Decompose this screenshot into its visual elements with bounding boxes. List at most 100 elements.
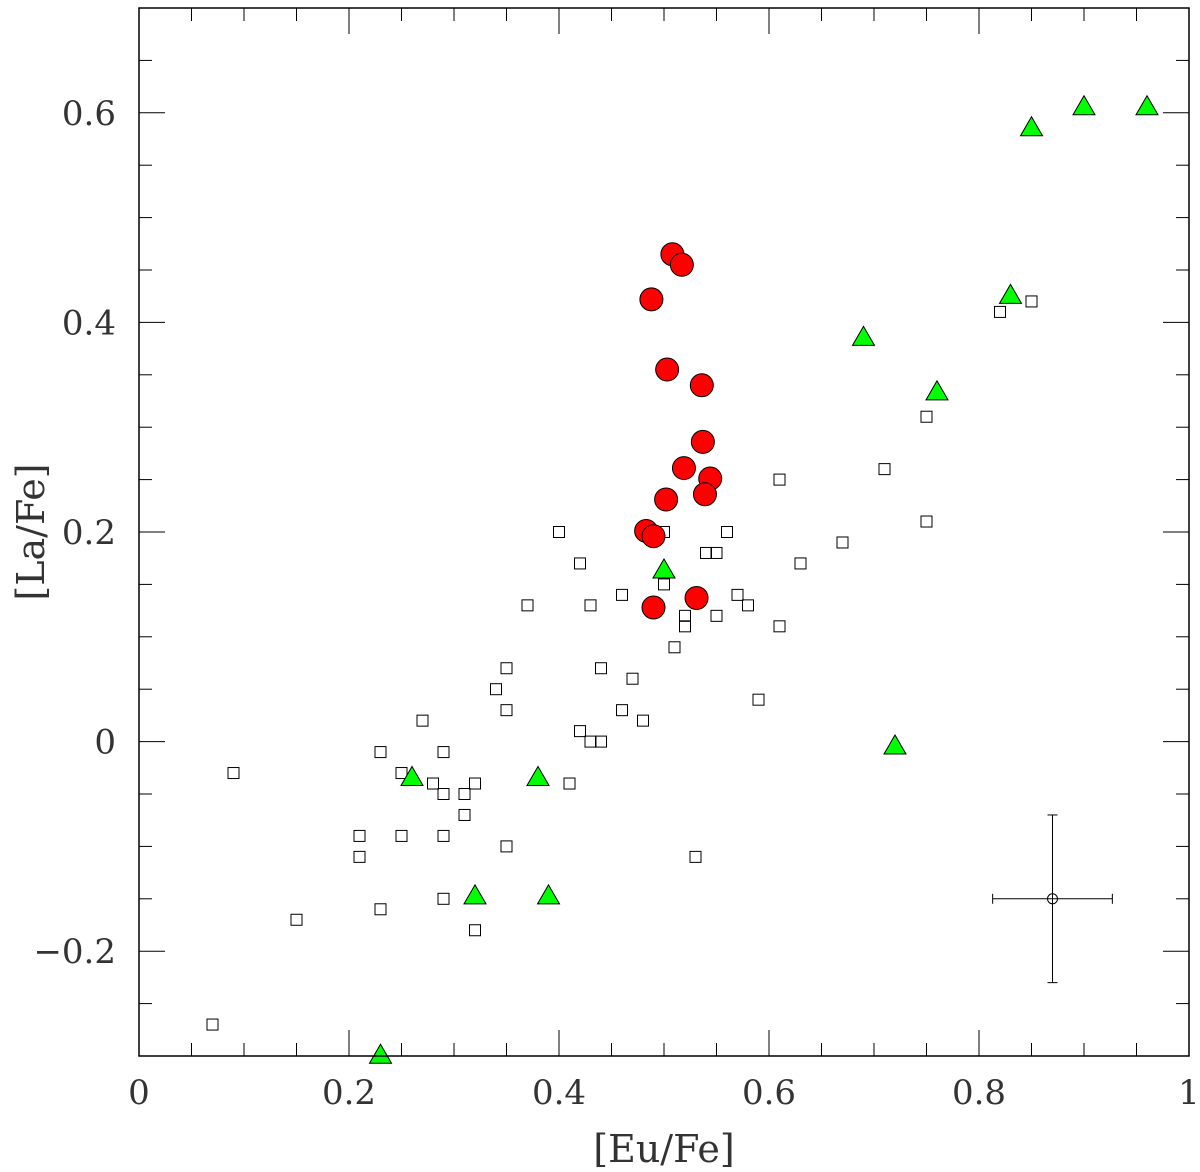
square-marker [416, 714, 429, 727]
y-tick-label: −0.2 [33, 932, 116, 972]
square-marker [374, 903, 387, 916]
square-marker [395, 829, 408, 842]
square-marker [437, 746, 450, 759]
square-marker [353, 829, 366, 842]
square-marker [290, 913, 303, 926]
y-axis-label: [La/Fe] [9, 463, 53, 600]
circle-marker [655, 357, 680, 382]
square-marker [490, 683, 502, 696]
square-marker [458, 808, 471, 821]
x-tick-labels: 0 0.2 0.4 0.6 0.8 1 [128, 1073, 1200, 1113]
square-marker [521, 599, 534, 612]
square-marker [395, 767, 408, 780]
square-marker [584, 735, 597, 748]
square-marker [574, 725, 586, 738]
circle-marker [684, 586, 709, 611]
triangle-marker [463, 883, 487, 905]
square-marker [595, 662, 607, 675]
y-tick-label: 0.4 [62, 303, 116, 343]
square-marker [658, 578, 670, 591]
square-marker [437, 829, 450, 842]
triangle-marker [536, 883, 561, 905]
square-marker [731, 588, 744, 601]
triangle-marker [1072, 94, 1096, 116]
triangle-marker [1135, 94, 1159, 116]
square-marker [595, 735, 607, 748]
x-tick-label: 0.2 [322, 1073, 376, 1113]
x-tick-label: 1 [1178, 1073, 1200, 1113]
circle-marker [641, 595, 666, 620]
square-marker [679, 620, 691, 633]
circle-marker [671, 456, 696, 481]
plot-frame [138, 7, 1190, 1057]
triangle-marker [1019, 115, 1044, 137]
triangle-marker [925, 379, 949, 401]
square-marker [1025, 295, 1038, 308]
circle-marker [669, 252, 694, 277]
square-marker [458, 788, 471, 800]
square-marker [773, 620, 786, 633]
y-tick-labels: −0.2 0 0.2 0.4 0.6 [33, 94, 116, 972]
triangle-marker [400, 765, 424, 786]
triangle-marker [368, 1043, 393, 1064]
square-marker [689, 850, 702, 863]
square-marker [668, 641, 681, 654]
square-marker [563, 777, 576, 790]
circle-marker [654, 487, 679, 512]
square-marker [374, 746, 387, 759]
square-marker [227, 767, 240, 780]
square-marker [920, 410, 933, 423]
data-points [206, 94, 1159, 1064]
square-marker [584, 599, 597, 612]
square-marker [500, 704, 513, 717]
square-marker [752, 693, 765, 706]
square-marker [773, 473, 786, 486]
square-marker [710, 546, 723, 559]
x-axis-label: [Eu/Fe] [593, 1127, 734, 1171]
triangle-marker [883, 734, 907, 755]
circle-marker [641, 524, 666, 549]
square-marker [742, 599, 754, 612]
circle-marker [689, 373, 714, 398]
circle-marker [639, 287, 664, 312]
y-tick-label: 0 [94, 723, 116, 763]
triangle-marker [526, 765, 550, 786]
square-marker [427, 777, 439, 790]
square-marker [878, 463, 891, 476]
square-marker [469, 924, 481, 937]
square-marker [616, 704, 628, 717]
square-marker [553, 526, 565, 538]
x-tick-label: 0 [128, 1073, 150, 1113]
square-marker [500, 840, 513, 853]
square-marker [437, 788, 450, 800]
triangle-marker [652, 557, 676, 579]
square-marker [353, 850, 366, 863]
square-marker [206, 1018, 219, 1031]
square-marker [437, 892, 450, 905]
square-marker [469, 777, 481, 790]
square-marker [500, 662, 513, 675]
square-marker [721, 526, 733, 538]
y-tick-label: 0.2 [62, 513, 116, 553]
y-tick-label: 0.6 [62, 94, 116, 134]
square-marker [710, 609, 723, 622]
error-bar-center [1047, 893, 1058, 905]
triangle-marker [998, 283, 1023, 304]
square-marker [920, 515, 933, 528]
square-marker [637, 714, 649, 727]
square-marker [700, 546, 712, 559]
square-marker [836, 536, 849, 549]
square-marker [679, 609, 691, 622]
error-bar [992, 814, 1113, 984]
x-tick-label: 0.8 [952, 1073, 1006, 1113]
x-tick-label: 0.6 [742, 1073, 796, 1113]
square-marker [616, 588, 628, 601]
square-marker [794, 557, 807, 570]
circle-marker [690, 429, 715, 454]
square-marker [574, 557, 586, 570]
square-marker [626, 672, 639, 685]
square-marker [994, 305, 1006, 318]
triangle-marker [851, 325, 876, 346]
circle-marker [692, 482, 717, 507]
